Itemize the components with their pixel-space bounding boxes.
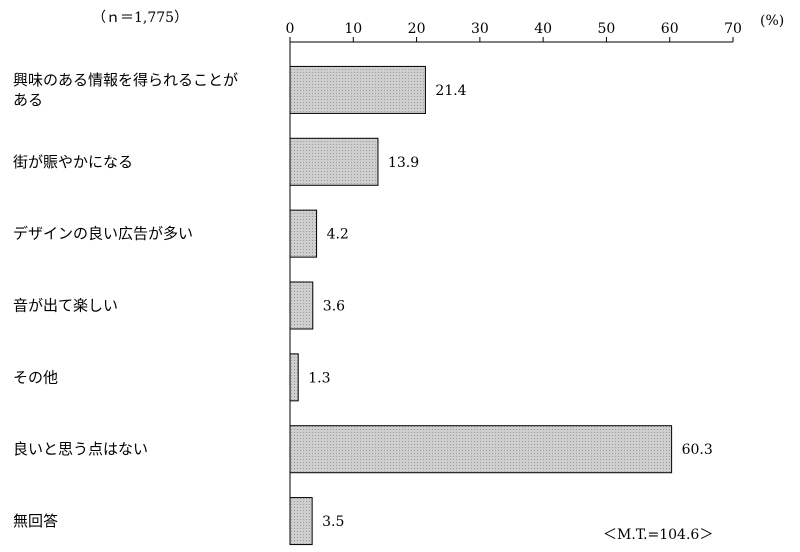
x-tick-label: 40: [534, 21, 552, 37]
category-label: その他: [13, 368, 58, 386]
x-tick-label: 0: [286, 21, 295, 37]
x-tick-label: 30: [471, 21, 489, 37]
category-label: ある: [13, 91, 43, 109]
data-label: 3.6: [323, 299, 345, 315]
bar: [289, 281, 314, 330]
category-label: 無回答: [13, 512, 58, 530]
data-label: 4.2: [327, 227, 349, 243]
category-label: デザインの良い広告が多い: [13, 225, 193, 243]
bar: [289, 353, 299, 402]
x-tick-label: 70: [724, 21, 742, 37]
x-tick-label: 10: [344, 21, 362, 37]
data-label: 3.5: [322, 514, 344, 530]
data-label: 60.3: [682, 442, 713, 458]
unit-label: (%): [760, 13, 785, 29]
category-label: 音が出て楽しい: [13, 297, 118, 315]
bar: [289, 137, 379, 186]
x-tick-label: 20: [408, 21, 426, 37]
bar: [289, 209, 318, 258]
mean-total-note: ＜M.T.=104.6＞: [603, 527, 714, 543]
category-label: 良いと思う点はない: [13, 440, 148, 458]
data-label: 13.9: [388, 155, 419, 171]
bar: [289, 425, 673, 474]
sample-size-note: （ｎ＝1,775）: [92, 10, 189, 26]
category-label: 街が賑やかになる: [13, 153, 133, 171]
bar: [289, 497, 313, 546]
x-tick-label: 50: [598, 21, 616, 37]
category-label: 興味のある情報を得られることが: [13, 71, 238, 89]
data-label: 1.3: [308, 370, 330, 386]
data-label: 21.4: [435, 83, 466, 99]
x-tick-label: 60: [661, 21, 679, 37]
bar: [289, 65, 426, 114]
